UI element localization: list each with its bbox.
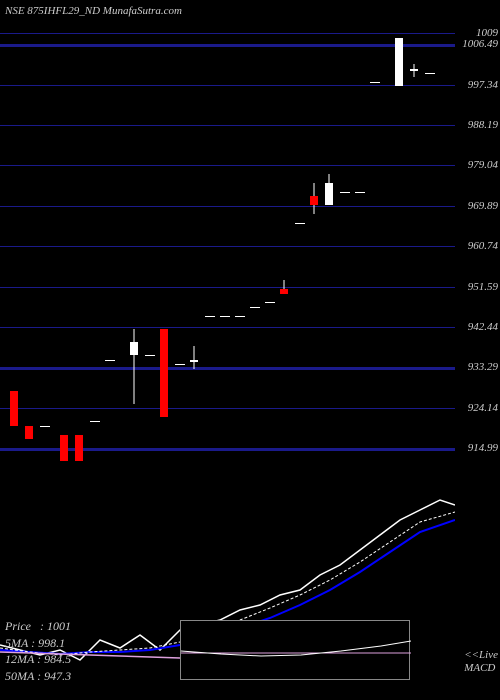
price-dash xyxy=(340,192,350,193)
info-50ma: 50MA : 947.3 xyxy=(5,668,71,685)
gridline xyxy=(0,44,455,47)
gridline xyxy=(0,165,455,166)
y-axis-label: 969.89 xyxy=(468,200,498,212)
price-dash xyxy=(235,316,245,317)
y-axis-label: 979.04 xyxy=(468,159,498,171)
indicator-panel: <<Live MACD Price : 1001 5MA : 998.1 12M… xyxy=(0,480,500,690)
stock-chart: NSE 875IHFL29_ND MunafaSutra.com 1009100… xyxy=(0,0,500,700)
price-dash xyxy=(250,307,260,308)
price-dash xyxy=(40,426,50,427)
y-axis-label: 1006.49 xyxy=(462,38,498,50)
gridline xyxy=(0,85,455,86)
gridline xyxy=(0,367,455,370)
gridline xyxy=(0,287,455,288)
price-dash xyxy=(90,421,100,422)
price-dash xyxy=(370,82,380,83)
price-dash xyxy=(355,192,365,193)
gridline xyxy=(0,33,455,34)
gridline xyxy=(0,408,455,409)
gridline xyxy=(0,448,455,451)
y-axis-label: 997.34 xyxy=(468,79,498,91)
chart-title: NSE 875IHFL29_ND MunafaSutra.com xyxy=(5,5,182,17)
gridline xyxy=(0,246,455,247)
y-axis-label: 914.99 xyxy=(468,442,498,454)
price-dash xyxy=(105,360,115,361)
y-axis-label: 933.29 xyxy=(468,361,498,373)
macd-text: MACD xyxy=(464,662,498,675)
macd-svg xyxy=(181,621,411,681)
price-panel: 10091006.49997.34988.19979.04969.89960.7… xyxy=(0,20,500,470)
price-dash xyxy=(425,73,435,74)
y-axis-label: 988.19 xyxy=(468,119,498,131)
info-12ma: 12MA : 984.5 xyxy=(5,651,71,668)
y-axis-label: 942.44 xyxy=(468,321,498,333)
y-axis-label: 924.14 xyxy=(468,402,498,414)
y-axis-label: 951.59 xyxy=(468,281,498,293)
price-dash xyxy=(145,355,155,356)
macd-inset xyxy=(180,620,410,680)
gridline xyxy=(0,206,455,207)
info-5ma: 5MA : 998.1 xyxy=(5,635,71,652)
macd-label: <<Live MACD xyxy=(464,649,498,675)
price-dash xyxy=(175,364,185,365)
gridline xyxy=(0,125,455,126)
price-dash xyxy=(220,316,230,317)
price-dash xyxy=(265,302,275,303)
gridline xyxy=(0,327,455,328)
info-price: Price : 1001 xyxy=(5,618,71,635)
info-box: Price : 1001 5MA : 998.1 12MA : 984.5 50… xyxy=(5,618,71,685)
macd-line xyxy=(181,641,411,656)
macd-live-text: <<Live xyxy=(464,649,498,662)
y-axis-label: 960.74 xyxy=(468,240,498,252)
price-dash xyxy=(205,316,215,317)
price-dash xyxy=(295,223,305,224)
